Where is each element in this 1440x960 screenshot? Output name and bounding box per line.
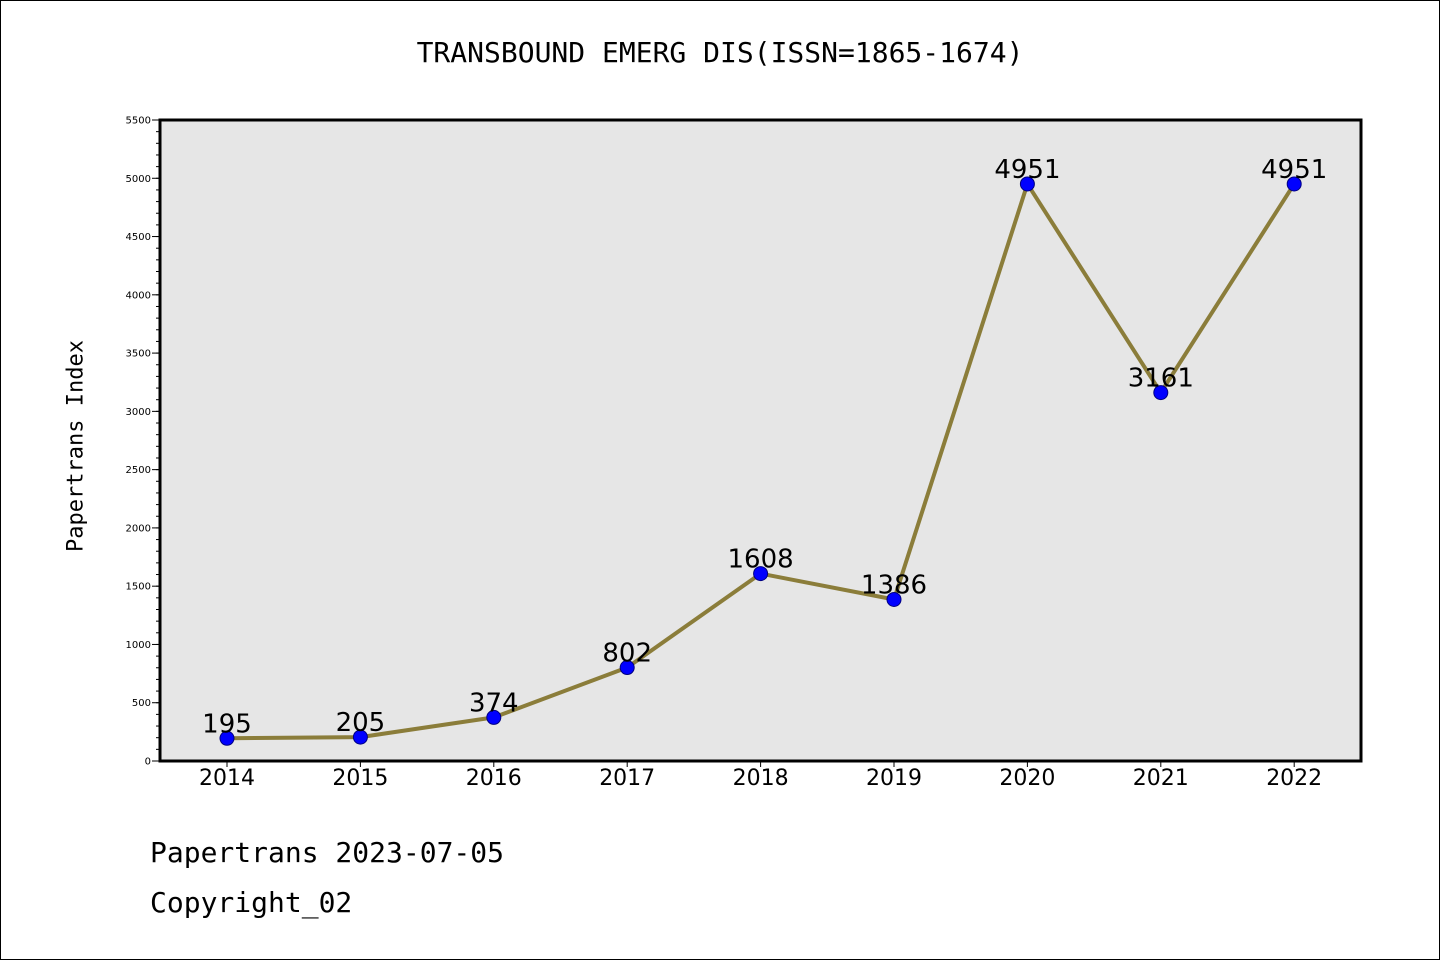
y-tick-label: 2000 (126, 523, 151, 534)
data-point (352, 729, 368, 745)
data-label: 4951 (994, 155, 1060, 185)
data-label: 195 (202, 709, 252, 739)
footer-copyright: Copyright_02 (150, 886, 353, 919)
y-tick-label: 4000 (126, 290, 151, 301)
x-tick-label: 2014 (199, 766, 255, 791)
x-tick-label: 2021 (1133, 766, 1189, 791)
y-tick-label: 2500 (126, 465, 151, 476)
data-point (886, 591, 902, 607)
data-label: 1608 (728, 545, 794, 575)
data-label: 205 (336, 708, 386, 738)
data-label: 1386 (861, 570, 927, 600)
plot-area (160, 120, 1361, 761)
y-tick-label: 3000 (126, 407, 151, 418)
data-label: 4951 (1261, 155, 1327, 185)
y-tick-label: 5000 (126, 174, 151, 185)
x-tick-label: 2017 (599, 766, 655, 791)
x-tick-label: 2015 (332, 766, 388, 791)
data-label: 802 (602, 639, 652, 669)
y-tick-label: 500 (132, 698, 151, 709)
x-tick-label: 2016 (466, 766, 522, 791)
data-point (1019, 176, 1035, 192)
y-tick-label: 3500 (126, 349, 151, 360)
data-point (1286, 176, 1302, 192)
data-point (486, 709, 502, 725)
data-point (619, 660, 635, 676)
y-tick-label: 5500 (126, 116, 151, 127)
y-tick-label: 1500 (126, 582, 151, 593)
x-tick-label: 2022 (1266, 766, 1322, 791)
x-tick-label: 2019 (866, 766, 922, 791)
footer-date: Papertrans 2023-07-05 (150, 836, 505, 869)
data-label: 3161 (1128, 364, 1194, 394)
y-tick-label: 0 (145, 757, 151, 768)
x-tick-label: 2020 (999, 766, 1055, 791)
plot-border (158, 118, 1363, 763)
chart-title: TRANSBOUND EMERG DIS(ISSN=1865-1674) (416, 36, 1024, 69)
data-point (753, 566, 769, 582)
data-point (1153, 385, 1169, 401)
y-tick-label: 1000 (126, 640, 151, 651)
data-label: 374 (469, 688, 519, 718)
x-tick-label: 2018 (733, 766, 789, 791)
y-tick-label: 4500 (126, 232, 151, 243)
data-point (219, 730, 235, 746)
